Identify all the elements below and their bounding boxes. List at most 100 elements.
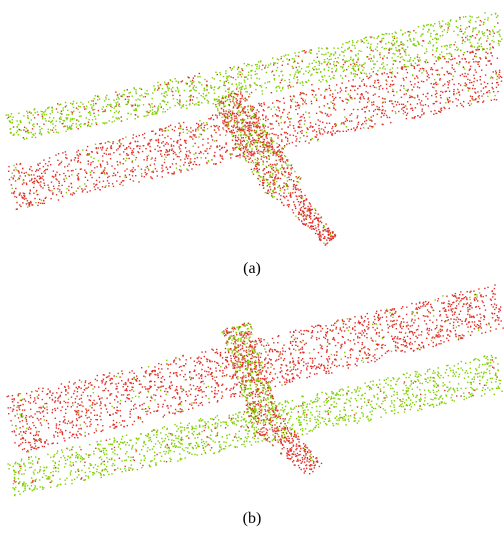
point [193,77,194,78]
point [29,122,30,123]
point [301,98,302,99]
point [163,95,164,96]
point [20,192,21,193]
point [428,334,429,335]
point [324,96,325,97]
point [259,135,260,136]
point [461,31,462,32]
point [101,172,102,173]
point [472,99,473,100]
point [66,119,67,120]
point [312,358,313,359]
point [242,86,243,87]
point [224,121,225,122]
point [272,195,273,196]
point [150,106,151,107]
point [340,66,341,67]
point [18,445,19,446]
point [262,185,263,186]
point [25,418,26,419]
point [35,137,36,138]
point [402,43,403,44]
point [412,108,413,109]
point [403,59,404,60]
point [340,87,341,88]
point [97,99,98,100]
point [103,111,104,112]
point [111,145,112,146]
point [321,54,322,55]
point [420,102,421,103]
point [219,126,220,127]
point [230,111,231,112]
point [123,180,124,181]
point [428,330,429,331]
point [455,330,456,331]
point [282,167,283,168]
point [69,176,70,177]
point [159,135,160,136]
point [401,344,402,345]
point [92,404,93,405]
point [309,70,310,71]
point [242,144,243,145]
point [107,148,108,149]
point [267,107,268,108]
point [501,81,502,82]
point [144,116,145,117]
point [283,161,284,162]
point [21,197,22,198]
point [51,182,52,183]
point [453,89,454,90]
point [319,63,320,64]
point [489,90,490,91]
point [210,85,211,86]
point [70,128,71,129]
point [382,98,383,99]
point [464,32,465,33]
point [327,341,328,342]
point [395,101,396,102]
point [247,152,248,153]
point [81,188,82,189]
point [99,189,100,190]
point [321,128,322,129]
point [309,116,310,117]
point [315,94,316,95]
point [412,89,413,90]
point [355,55,356,56]
point [240,114,241,115]
point [250,86,251,87]
point [230,76,231,77]
point [185,363,186,364]
point [236,117,237,118]
point [335,109,336,110]
point [239,101,240,102]
point [241,147,242,148]
point [490,47,491,48]
point [65,102,66,103]
point [272,174,273,175]
point [8,171,9,172]
point [99,177,100,178]
point [24,127,25,128]
point [343,321,344,322]
point [39,199,40,200]
point [148,93,149,94]
point [306,223,307,224]
point [19,164,20,165]
point [20,120,21,121]
point [225,70,226,71]
point [319,121,320,122]
point [17,130,18,131]
point [420,104,421,105]
point [446,91,447,92]
point [180,170,181,171]
point [325,243,326,244]
point [373,71,374,72]
point [267,179,268,180]
point [30,189,31,190]
point [289,112,290,113]
point [463,54,464,55]
point [320,344,321,345]
